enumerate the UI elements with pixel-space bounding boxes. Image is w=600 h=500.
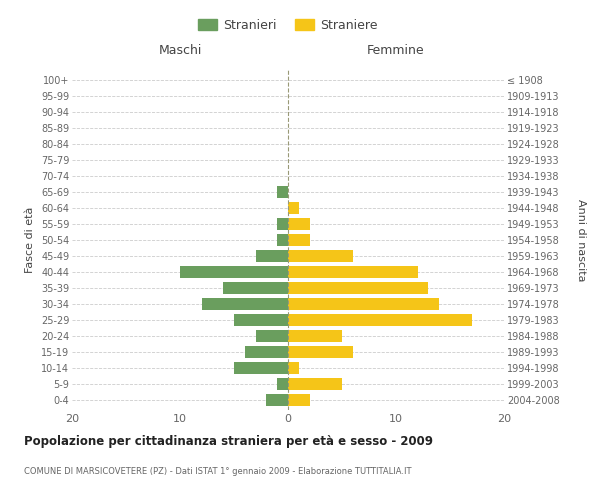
Bar <box>266 394 288 406</box>
Bar <box>288 394 310 406</box>
Text: Maschi: Maschi <box>158 44 202 57</box>
Y-axis label: Fasce di età: Fasce di età <box>25 207 35 273</box>
Bar <box>288 250 353 262</box>
Bar <box>245 346 288 358</box>
Legend: Stranieri, Straniere: Stranieri, Straniere <box>193 14 383 37</box>
Bar <box>180 266 288 278</box>
Bar <box>288 378 342 390</box>
Bar <box>288 298 439 310</box>
Bar <box>277 186 288 198</box>
Bar <box>288 282 428 294</box>
Text: Femmine: Femmine <box>367 44 425 57</box>
Bar <box>288 266 418 278</box>
Bar <box>288 330 342 342</box>
Bar <box>288 362 299 374</box>
Bar <box>234 362 288 374</box>
Bar <box>256 330 288 342</box>
Bar <box>288 234 310 246</box>
Text: Popolazione per cittadinanza straniera per età e sesso - 2009: Popolazione per cittadinanza straniera p… <box>24 435 433 448</box>
Bar <box>256 250 288 262</box>
Bar <box>223 282 288 294</box>
Bar <box>288 202 299 214</box>
Bar <box>277 378 288 390</box>
Bar <box>277 234 288 246</box>
Y-axis label: Anni di nascita: Anni di nascita <box>576 198 586 281</box>
Bar <box>288 314 472 326</box>
Bar <box>288 218 310 230</box>
Bar <box>234 314 288 326</box>
Bar <box>202 298 288 310</box>
Bar <box>288 346 353 358</box>
Text: COMUNE DI MARSICOVETERE (PZ) - Dati ISTAT 1° gennaio 2009 - Elaborazione TUTTITA: COMUNE DI MARSICOVETERE (PZ) - Dati ISTA… <box>24 468 412 476</box>
Bar <box>277 218 288 230</box>
